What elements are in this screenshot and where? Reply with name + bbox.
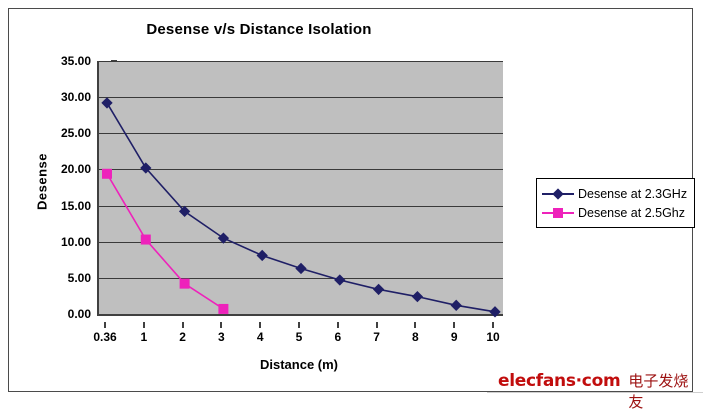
- data-point-marker: [101, 97, 113, 109]
- x-axis-tick-label: 0.36: [93, 330, 117, 344]
- plot-area: [97, 61, 503, 318]
- y-axis-tick-label: 15.00: [60, 198, 91, 213]
- y-axis-tick-label: 30.00: [60, 90, 91, 105]
- gridline: [99, 97, 503, 99]
- gridline: [99, 277, 503, 279]
- chart-title: Desense v/s Distance Isolation: [146, 21, 372, 38]
- x-axis-tick-label: 6: [334, 330, 342, 344]
- y-axis-ticks: 0.00 5.00 10.00 15.00 20.00 25.00 30.00 35.00: [29, 54, 117, 321]
- data-point-marker: [256, 249, 268, 262]
- x-axis-tick-mark: [375, 322, 378, 328]
- x-axis-tick-mark: [414, 322, 417, 328]
- gridline: [99, 241, 503, 243]
- data-point-marker: [140, 162, 152, 174]
- x-axis-tick-label: 1: [140, 330, 148, 344]
- series-line-0: [106, 102, 496, 313]
- data-point-marker: [102, 168, 112, 179]
- x-axis-tick-mark: [453, 322, 456, 328]
- gridline: [99, 61, 503, 62]
- x-axis-tick-mark: [104, 322, 106, 328]
- data-point-marker: [217, 232, 230, 244]
- x-axis-tick-mark: [492, 322, 494, 328]
- legend-item-0[interactable]: Desense at 2.3GHz: [542, 184, 687, 203]
- data-point-marker: [218, 303, 229, 314]
- x-axis-tick-mark: [142, 322, 145, 328]
- data-point-marker: [179, 278, 190, 289]
- watermark-latin-text: elecfans·com: [498, 371, 621, 391]
- legend-square-icon: [542, 206, 574, 220]
- legend-item-label: Desense at 2.5Ghz: [578, 205, 686, 220]
- x-axis-tick-mark: [298, 322, 300, 328]
- gridline: [99, 169, 503, 171]
- y-axis-tick-label: 35.00: [60, 54, 91, 68]
- y-axis-tick-label: 10.00: [60, 234, 91, 249]
- x-axis-tick-mark: [336, 322, 339, 328]
- legend-diamond-icon: [542, 187, 574, 201]
- data-point-marker: [450, 299, 462, 311]
- chart-legend: Desense at 2.3GHz Desense at 2.5Ghz: [536, 178, 696, 228]
- x-axis-tick-label: 7: [373, 330, 380, 344]
- watermark-cjk-text: 电子发烧友: [628, 372, 689, 411]
- data-point-marker: [334, 274, 346, 286]
- y-axis-tick-label: 5.00: [67, 270, 91, 285]
- data-point-marker: [411, 290, 424, 303]
- x-axis-tick-label: 3: [218, 330, 225, 344]
- x-axis-title: Distance (m): [259, 357, 339, 372]
- data-point-marker: [178, 205, 191, 218]
- data-point-marker: [295, 262, 307, 275]
- x-axis-tick-label: 5: [295, 330, 303, 344]
- legend-item-1[interactable]: Desense at 2.5Ghz: [542, 203, 687, 222]
- gridline: [99, 205, 503, 207]
- x-axis-tick-mark: [220, 322, 223, 328]
- legend-item-label: Desense at 2.3GHz: [578, 186, 688, 201]
- series-line-1: [106, 173, 224, 310]
- y-axis-tick-label: 25.00: [60, 126, 91, 141]
- x-axis-tick-label: 9: [450, 330, 458, 344]
- watermark-rule: [487, 392, 703, 393]
- x-axis-tick-label: 10: [486, 330, 500, 344]
- chart-frame: Desense v/s Distance Isolation Desense 0…: [8, 8, 696, 393]
- y-axis-tick-label: 0.00: [67, 307, 91, 321]
- x-axis-tick-mark: [181, 322, 184, 328]
- data-point-marker: [489, 306, 501, 318]
- data-point-marker: [372, 283, 385, 296]
- gridline: [99, 133, 503, 135]
- x-axis-tick-label: 2: [179, 330, 186, 344]
- x-axis-tick-label: 4: [256, 330, 264, 344]
- plot-wrapper: Desense 0.00 5.00 10.00 15.00 20.00 25.00 30.0…: [9, 9, 696, 393]
- x-axis-tick-mark: [259, 322, 262, 328]
- data-point-marker: [140, 234, 151, 245]
- series-layer: [101, 97, 501, 318]
- watermark: elecfans·com 电子发烧友: [498, 370, 703, 412]
- y-axis-tick-label: 20.00: [60, 162, 91, 177]
- x-axis-ticks: 0.36 1 2 3 4 5 6 7 8 9 10: [93, 322, 501, 352]
- x-axis-tick-label: 8: [412, 330, 419, 344]
